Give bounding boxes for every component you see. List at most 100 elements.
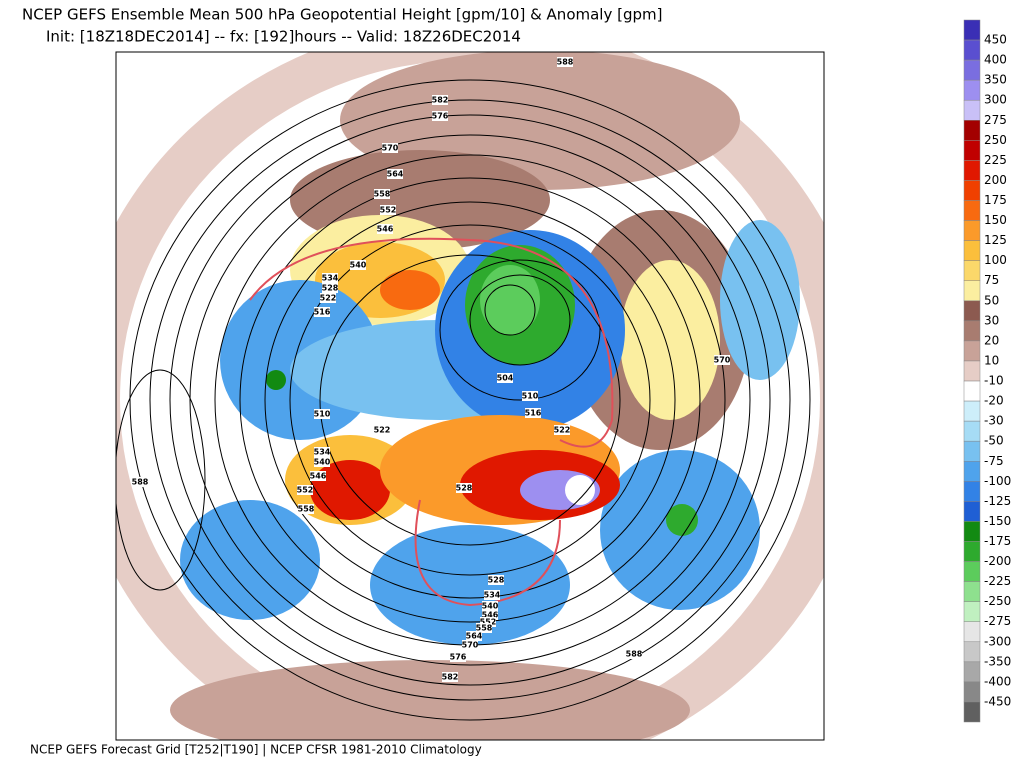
colorbar-label: -450	[984, 694, 1011, 708]
contour-label: 516	[314, 308, 331, 317]
contour-label: 546	[482, 611, 499, 620]
color-swatch	[963, 400, 981, 422]
color-swatch	[963, 641, 981, 663]
title: NCEP GEFS Ensemble Mean 500 hPa Geopoten…	[22, 6, 662, 24]
label-bg	[442, 672, 458, 682]
color-swatch	[963, 621, 981, 643]
label-bg	[350, 260, 366, 270]
contour-label: 588	[557, 58, 574, 67]
contour-label: 510	[314, 410, 331, 419]
label-bg	[387, 169, 403, 179]
label-bg	[314, 409, 330, 419]
color-swatch	[963, 300, 981, 322]
color-swatch	[963, 59, 981, 81]
contour-label: 564	[387, 170, 404, 179]
colorbar-label: -400	[984, 674, 1011, 688]
contour-label: 552	[297, 486, 314, 495]
color-swatch	[963, 79, 981, 101]
color-swatch	[963, 541, 981, 562]
label-bg	[132, 477, 148, 487]
label-bg	[714, 355, 730, 365]
label-bg	[297, 485, 313, 495]
colorbar-label: -275	[984, 614, 1011, 628]
color-swatch	[963, 120, 981, 141]
label-bg	[374, 425, 390, 435]
colorbar-label: -10	[984, 374, 1004, 388]
colorbar-label: 400	[984, 53, 1007, 67]
footer: NCEP GEFS Forecast Grid [T252|T190] | NC…	[30, 743, 482, 757]
map-frame	[115, 51, 825, 741]
color-swatch	[963, 220, 981, 241]
label-bg	[320, 293, 336, 303]
contour-label: 540	[350, 261, 367, 270]
contour-label: 510	[522, 392, 539, 401]
label-bg	[374, 189, 390, 199]
label-bg	[298, 504, 314, 514]
contour-label: 558	[374, 190, 391, 199]
color-swatch	[963, 501, 981, 522]
color-swatch	[963, 99, 981, 121]
contour-label: 534	[484, 591, 501, 600]
label-bg	[557, 57, 573, 67]
contour-label: 540	[314, 458, 331, 467]
contour-label: 564	[466, 632, 483, 641]
color-swatch	[963, 180, 981, 201]
colorbar-label: 100	[984, 253, 1007, 267]
colorbar-label: -225	[984, 574, 1011, 588]
contour-label: 528	[322, 284, 339, 293]
color-swatch	[963, 661, 981, 683]
label-bg	[377, 224, 393, 234]
colorbar-label: 225	[984, 153, 1007, 167]
color-swatch	[963, 340, 981, 362]
colorbar-label: 50	[984, 293, 999, 307]
colorbar-label: -100	[984, 474, 1011, 488]
label-bg	[432, 95, 448, 105]
color-swatch	[963, 701, 981, 723]
label-bg	[476, 623, 492, 633]
colorbar-label: 450	[984, 33, 1007, 47]
label-bg	[322, 273, 338, 283]
label-bg	[488, 575, 504, 585]
contour-label: 576	[432, 112, 449, 121]
colorbar-label: 300	[984, 93, 1007, 107]
color-swatch	[963, 280, 981, 302]
color-swatch	[963, 160, 981, 181]
contour-label: 552	[480, 618, 497, 627]
colorbar-label: -75	[984, 454, 1004, 468]
label-bg	[322, 283, 338, 293]
color-swatch	[963, 140, 981, 161]
contour-label: 534	[314, 448, 331, 457]
contour-labels: 5885825765705645585525465405345285225165…	[132, 57, 731, 682]
colorbar-label: -50	[984, 434, 1004, 448]
colorbar-label: 275	[984, 113, 1007, 127]
label-bg	[466, 631, 482, 641]
color-swatch	[963, 320, 981, 342]
contour-label: 534	[322, 274, 339, 283]
colorbar: 450 400 350 300 275 250 225 200 175 150 125 100 75 50…	[963, 19, 1011, 723]
color-swatch	[963, 420, 981, 442]
color-swatch	[963, 200, 981, 221]
contour-label: 570	[382, 144, 399, 153]
colorbar-label: -150	[984, 514, 1011, 528]
colorbar-label: 125	[984, 233, 1007, 247]
contour-label: 522	[554, 426, 571, 435]
colorbar-label: 10	[984, 353, 999, 367]
label-bg	[497, 373, 513, 383]
color-swatch	[963, 260, 981, 281]
color-swatch	[963, 561, 981, 582]
contour-label: 522	[374, 426, 391, 435]
colorbar-label: 30	[984, 313, 999, 327]
colorbar-label: 150	[984, 213, 1007, 227]
contour-label: 570	[714, 356, 731, 365]
label-bg	[314, 447, 330, 457]
contour-label: 582	[432, 96, 449, 105]
contour-label: 504	[497, 374, 514, 383]
label-bg	[450, 652, 466, 662]
contour-label: 558	[476, 624, 493, 633]
contour-label: 576	[450, 653, 467, 662]
colorbar-label: -300	[984, 634, 1011, 648]
label-bg	[380, 205, 396, 215]
label-bg	[626, 649, 642, 659]
contour-label: 546	[377, 225, 394, 234]
